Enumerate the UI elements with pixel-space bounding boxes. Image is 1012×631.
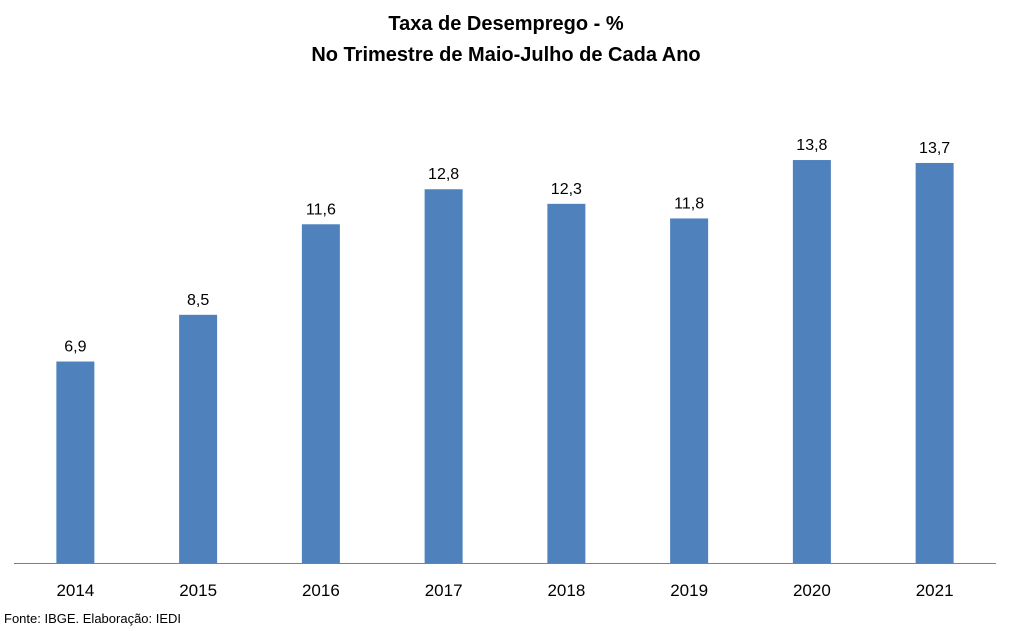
x-tick-label-2020: 2020 <box>793 581 831 600</box>
x-tick-label-2016: 2016 <box>302 581 340 600</box>
x-tick-label-2015: 2015 <box>179 581 217 600</box>
data-label-2018: 12,3 <box>551 181 582 198</box>
bar-2014 <box>56 361 95 563</box>
bar-2020 <box>792 160 831 564</box>
bar-2018 <box>547 203 586 563</box>
chart-title: Taxa de Desemprego - % <box>388 13 624 35</box>
bar-2019 <box>670 218 709 563</box>
x-tick-label-2014: 2014 <box>56 581 94 600</box>
data-label-2016: 11,6 <box>306 201 336 218</box>
bar-2016 <box>301 224 340 563</box>
data-label-2020: 13,8 <box>796 137 827 154</box>
source-note: Fonte: IBGE. Elaboração: IEDI <box>4 611 182 626</box>
data-label-2021: 13,7 <box>919 140 950 157</box>
x-tick-label-2017: 2017 <box>425 581 463 600</box>
data-label-2014: 6,9 <box>64 339 86 356</box>
bar-2017 <box>424 189 463 564</box>
x-tick-label-2018: 2018 <box>547 581 585 600</box>
data-label-2015: 8,5 <box>187 292 209 309</box>
x-tick-label-2021: 2021 <box>916 581 954 600</box>
chart-subtitle: No Trimestre de Maio-Julho de Cada Ano <box>311 44 701 66</box>
data-label-2019: 11,8 <box>674 195 704 212</box>
bar-2021 <box>915 162 954 563</box>
x-tick-label-2019: 2019 <box>670 581 708 600</box>
data-label-2017: 12,8 <box>428 166 459 183</box>
bar-2015 <box>179 314 218 563</box>
